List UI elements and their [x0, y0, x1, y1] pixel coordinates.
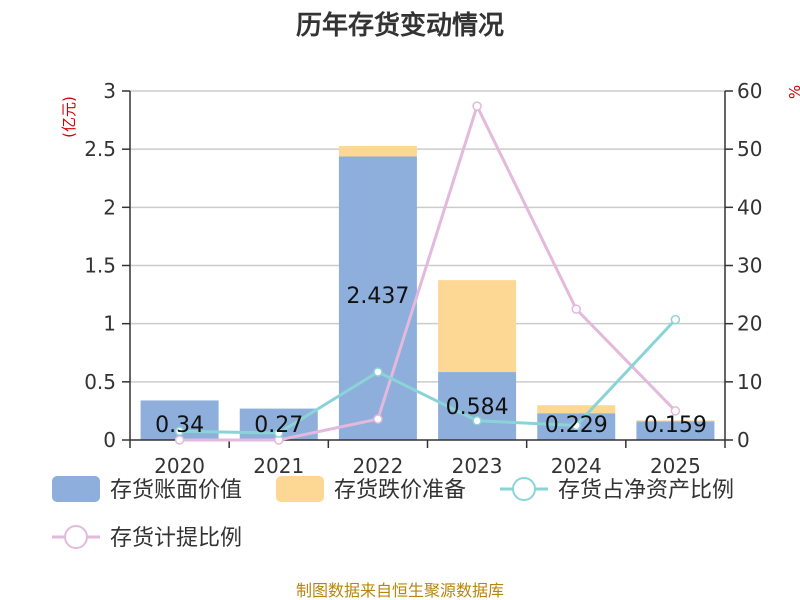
left-tick-label: 2.5: [84, 137, 116, 161]
net-asset-ratio-point: [174, 426, 185, 437]
right-tick-label: 30: [737, 254, 762, 278]
x-tick-label: 2025: [650, 454, 701, 478]
provision-ratio-point: [472, 101, 482, 111]
right-tick-label: 20: [737, 312, 762, 336]
left-axis-unit: (亿元): [60, 96, 78, 138]
right-tick-label: 50: [737, 137, 762, 161]
x-tick-label: 2020: [154, 454, 205, 478]
bar-impairment: [338, 146, 417, 157]
legend-label: 存货占净资产比例: [558, 478, 734, 503]
provision-ratio-line: [179, 102, 677, 442]
net-asset-ratio-point: [670, 314, 681, 325]
bar-data-label: 2.437: [346, 284, 409, 309]
bar-impairment: [636, 420, 715, 422]
right-tick-label: 40: [737, 195, 762, 219]
bar-book-value: [636, 421, 715, 440]
legend-label: 存货账面价值: [110, 478, 242, 503]
bar-data-label: 0.27: [254, 413, 303, 438]
x-tick-label: 2024: [551, 454, 602, 478]
left-tick-label: 0.5: [84, 370, 116, 394]
provision-ratio-point: [670, 406, 681, 416]
x-tick-label: 2023: [452, 454, 503, 478]
bar-impairment: [438, 280, 517, 373]
provision-ratio-point: [373, 414, 383, 424]
net-asset-ratio-point: [274, 428, 284, 438]
grid-lines: [130, 90, 725, 383]
net-asset-ratio-line: [179, 318, 677, 435]
bar-data-label: 0.34: [155, 413, 204, 438]
legend-swatch-marker: [64, 525, 88, 549]
left-tick-label: 1.5: [84, 254, 116, 278]
right-tick-label: 10: [737, 370, 762, 394]
left-tick-label: 1: [103, 312, 116, 336]
bars: [140, 146, 715, 440]
right-tick-label: 60: [737, 79, 762, 103]
lines: [174, 101, 681, 445]
right-axis-unit: %: [786, 85, 800, 99]
net-asset-ratio-point: [472, 416, 482, 426]
left-tick-label: 0: [103, 428, 116, 452]
right-tick-label: 0: [737, 428, 750, 452]
bar-data-label: 0.159: [644, 413, 707, 438]
provision-ratio-point: [571, 304, 581, 314]
source-note: 制图数据来自恒生聚源数据库: [296, 581, 504, 600]
data-labels: 0.34 0.27 2.437 0.584 0.229 0.159: [155, 284, 707, 438]
left-tick-label: 2: [103, 195, 116, 219]
legend-swatch-marker: [512, 477, 536, 501]
x-tick-label: 2021: [253, 454, 304, 478]
chart-title: 历年存货变动情况: [296, 10, 504, 41]
legend-swatch: [52, 476, 100, 502]
bar-impairment: [537, 405, 616, 414]
net-asset-ratio-point: [373, 367, 383, 377]
bar-book-value: [338, 156, 417, 440]
bar-book-value: [438, 372, 517, 440]
bar-data-label: 0.584: [446, 395, 509, 420]
net-asset-ratio-point: [571, 420, 581, 431]
legend-label: 存货计提比例: [110, 526, 242, 551]
x-tick-label: 2022: [352, 454, 403, 478]
legend-swatch: [276, 476, 324, 502]
left-tick-label: 3: [103, 79, 116, 103]
legend-label: 存货跌价准备: [334, 478, 466, 503]
bar-data-label: 0.229: [545, 413, 608, 438]
